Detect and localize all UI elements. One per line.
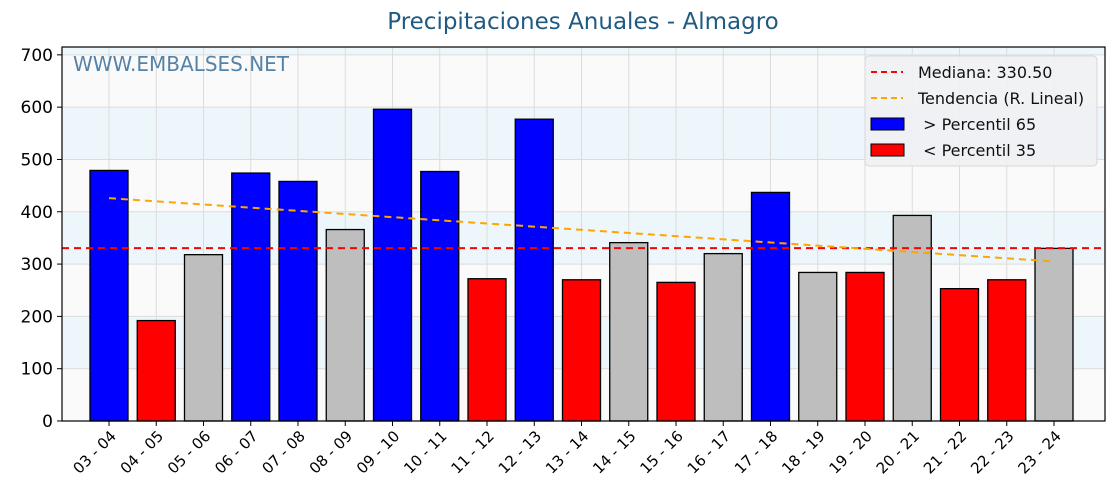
x-tick-label: 15 - 16 bbox=[637, 427, 687, 477]
bar-20-21 bbox=[892, 214, 932, 422]
bar-17-18 bbox=[750, 191, 791, 422]
x-tick-label: 20 - 21 bbox=[873, 427, 923, 477]
watermark: WWW.EMBALSES.NET bbox=[73, 52, 290, 76]
legend: Mediana: 330.50 Tendencia (R. Lineal) > … bbox=[864, 55, 1098, 167]
x-tick-label: 17 - 18 bbox=[731, 427, 781, 477]
y-tick-label: 600 bbox=[21, 98, 53, 118]
y-tick-label: 100 bbox=[21, 360, 53, 380]
trend-line bbox=[108, 197, 1055, 263]
y-tick-label: 700 bbox=[21, 46, 53, 66]
bar-09-10 bbox=[372, 108, 413, 422]
x-tick-label: 05 - 06 bbox=[164, 427, 214, 477]
plot-frame bbox=[61, 46, 1106, 422]
x-tick-label: 09 - 10 bbox=[353, 427, 403, 477]
x-tick-label: 16 - 17 bbox=[684, 427, 734, 477]
bar-15-16 bbox=[656, 281, 696, 422]
bar-19-20 bbox=[845, 271, 885, 422]
bar-07-08 bbox=[278, 180, 318, 422]
y-tick-label: 0 bbox=[42, 412, 53, 432]
x-tick-label: 03 - 04 bbox=[70, 427, 120, 477]
x-tick-label: 19 - 20 bbox=[826, 427, 876, 477]
legend-trend-label: Tendencia (R. Lineal) bbox=[917, 89, 1084, 108]
bar-23-24 bbox=[1034, 247, 1074, 422]
x-tick-label: 12 - 13 bbox=[495, 427, 545, 477]
y-tick-label: 400 bbox=[21, 203, 53, 223]
bar-03-04 bbox=[89, 169, 129, 422]
bar-21-22 bbox=[939, 288, 980, 422]
x-tick-label: 18 - 19 bbox=[778, 427, 828, 477]
x-tick-label: 11 - 12 bbox=[448, 427, 498, 477]
bar-14-15 bbox=[609, 241, 649, 422]
bar-16-17 bbox=[703, 252, 743, 422]
x-tick-label: 13 - 14 bbox=[542, 427, 592, 477]
legend-low-label: < Percentil 35 bbox=[918, 141, 1036, 160]
legend-high-label: > Percentil 65 bbox=[918, 115, 1036, 134]
x-tick-label: 22 - 23 bbox=[967, 427, 1017, 477]
bars bbox=[89, 108, 1074, 422]
bar-08-09 bbox=[325, 228, 365, 422]
bar-13-14 bbox=[561, 279, 602, 422]
bar-12-13 bbox=[514, 118, 554, 422]
y-tick-label: 200 bbox=[21, 307, 53, 327]
x-tick-label: 10 - 11 bbox=[400, 427, 450, 477]
bar-10-11 bbox=[420, 170, 460, 422]
y-axis: 0 100 200 300 400 500 600 700 bbox=[21, 46, 62, 432]
bar-04-05 bbox=[136, 319, 176, 422]
x-tick-label: 14 - 15 bbox=[589, 427, 639, 477]
legend-low-swatch bbox=[870, 143, 905, 157]
chart-title: Precipitaciones Anuales - Almagro bbox=[387, 9, 779, 35]
bar-22-23 bbox=[987, 279, 1027, 422]
y-tick-label: 500 bbox=[21, 150, 53, 170]
legend-median-label: Mediana: 330.50 bbox=[918, 63, 1052, 82]
bar-11-12 bbox=[467, 278, 507, 422]
x-tick-label: 08 - 09 bbox=[306, 427, 356, 477]
x-tick-label: 07 - 08 bbox=[259, 427, 309, 477]
x-tick-label: 06 - 07 bbox=[211, 427, 261, 477]
bar-18-19 bbox=[798, 271, 838, 422]
y-tick-label: 300 bbox=[21, 255, 53, 275]
bar-05-06 bbox=[183, 254, 224, 422]
bar-06-07 bbox=[231, 172, 271, 422]
x-tick-label: 21 - 22 bbox=[920, 427, 970, 477]
x-tick-label: 23 - 24 bbox=[1015, 427, 1065, 477]
legend-high-swatch bbox=[870, 117, 905, 131]
x-tick-label: 04 - 05 bbox=[117, 427, 167, 477]
legend-box bbox=[864, 55, 1098, 167]
